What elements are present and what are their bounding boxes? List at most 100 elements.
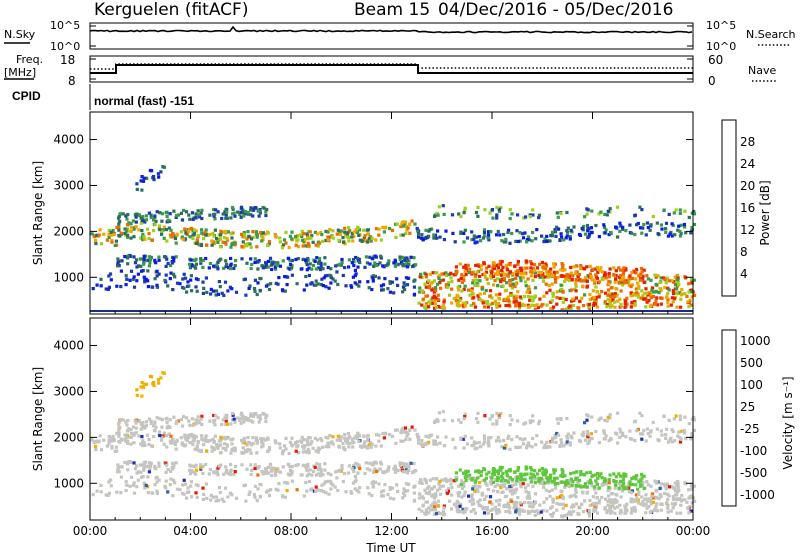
power-cell [606,293,610,297]
velocity-cell [142,382,146,386]
velocity-cell [199,463,203,467]
power-cell [313,230,317,234]
velocity-cell [479,470,483,474]
power-cell [613,280,617,284]
power-cell [470,291,474,295]
velocity-cell [128,484,132,488]
power-cell [516,262,520,266]
velocity-cell [607,485,611,489]
velocity-cell [609,501,613,505]
velocity-cell [659,508,663,512]
power-cell [148,255,152,259]
power-cell [283,275,287,279]
velocity-cell [619,508,623,512]
velocity-cell [611,504,615,508]
power-cell [655,303,660,307]
power-cell [482,228,486,232]
velocity-cell [320,445,325,449]
velocity-cell [610,510,614,514]
velocity-cell [495,411,499,415]
velocity-cell [644,493,648,497]
velocity-cell [623,485,627,489]
velocity-cell [406,482,410,486]
power-cell [671,291,676,295]
velocity-cell [267,493,272,498]
power-cell [579,267,583,271]
power-cell [545,234,549,238]
power-cell [659,288,663,293]
velocity-cell [683,415,687,419]
velocity-cell [186,486,190,490]
power-cell [680,287,684,292]
power-cell [598,268,602,272]
velocity-cell [124,489,128,493]
velocity-cell [314,449,318,453]
velocity-cell [339,435,343,439]
power-cell [423,305,427,309]
velocity-cell [134,431,138,435]
velocity-cell [220,422,224,427]
power-cell [678,229,682,234]
velocity-cell [218,439,223,443]
power-cell [416,232,421,236]
power-cell [437,276,441,280]
velocity-cell [530,509,534,513]
power-cell [502,277,506,281]
power-cell [520,302,524,306]
velocity-cell [275,469,280,474]
velocity-cell [373,460,377,464]
power-cell [246,211,250,215]
power-cell [135,182,139,186]
velocity-cell [446,489,450,493]
power-cell [388,227,392,231]
power-cell [110,238,114,242]
velocity-cell [256,487,260,491]
power-cell [644,233,648,237]
velocity-cell [326,479,330,484]
velocity-cell [508,414,512,418]
velocity-cell [418,481,423,485]
power-cell [470,289,474,293]
power-cell [530,299,534,303]
velocity-cell [472,508,476,512]
power-cell [656,232,660,236]
power-cell [212,234,216,238]
velocity-cell [455,475,459,480]
velocity-cell [554,486,558,490]
power-cell [496,269,500,274]
power-cell [200,208,204,212]
velocity-cell [571,503,575,507]
velocity-cell [157,478,161,482]
power-cell [108,272,113,276]
velocity-cell [168,418,172,422]
velocity-cell [649,502,653,506]
velocity-cell [683,498,687,502]
power-cell [490,296,494,300]
power-cell [276,282,280,286]
power-cell [492,283,496,287]
power-cell [189,258,193,262]
power-cell [469,303,473,307]
power-cell [429,302,433,306]
power-cell [517,306,522,310]
power-cell [617,266,621,270]
power-cell [129,229,133,233]
velocity-cell [174,461,178,465]
velocity-cell [236,416,240,420]
velocity-cell [367,443,371,447]
velocity-cell [568,443,572,447]
power-cell [230,236,234,240]
power-cell [462,240,466,244]
power-cell [353,281,357,285]
power-cell [533,286,538,290]
power-cell [275,263,280,268]
power-ytick-label: 4000 [53,133,84,147]
velocity-cell [590,415,594,419]
power-cell [676,280,680,284]
power-cell [373,274,377,278]
velocity-cell [473,511,478,515]
velocity-cell [410,425,414,429]
power-cell [229,256,233,261]
velocity-cell [608,473,612,477]
velocity-cell [640,437,644,441]
